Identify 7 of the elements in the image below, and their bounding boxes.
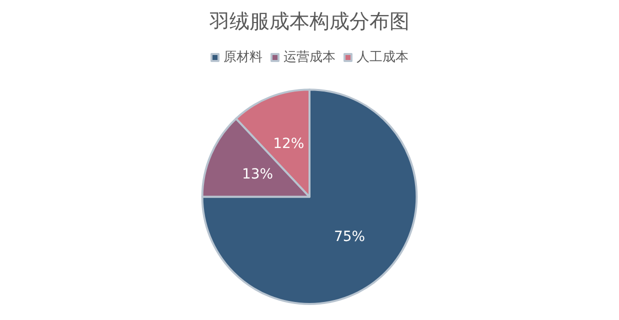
data-label: 75%	[334, 228, 366, 245]
data-label: 12%	[273, 136, 304, 152]
legend-label: 人工成本	[356, 50, 408, 65]
legend-label: 原材料	[224, 50, 262, 65]
chart-title: 羽绒服成本构成分布图	[208, 9, 410, 33]
legend-label: 运营成本	[284, 50, 336, 65]
data-label: 13%	[242, 166, 274, 182]
